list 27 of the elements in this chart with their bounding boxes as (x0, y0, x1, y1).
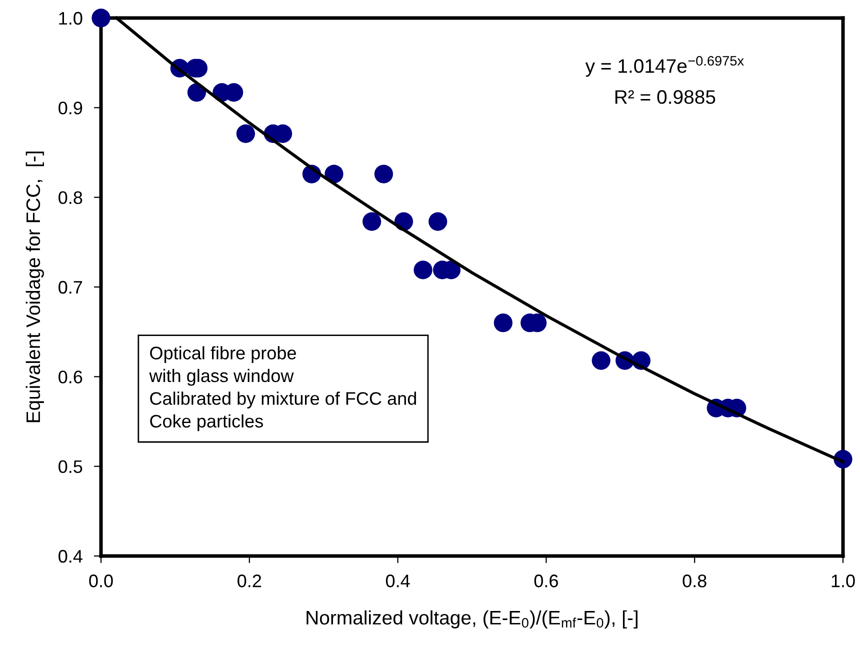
y-tick-label: 1.0 (59, 12, 82, 25)
x-tick-label: 0.4 (386, 574, 410, 588)
annotation: y = 1.0147e$^{−0.6975x}$ (585, 56, 744, 77)
x-tick-label: 0.6 (534, 574, 558, 588)
y-tick-label: 0.5 (58, 460, 82, 474)
point (92, 8, 110, 28)
point (324, 164, 344, 184)
point (414, 260, 432, 280)
x-tick-label: 0.2 (238, 574, 262, 588)
point (494, 314, 512, 332)
point (428, 212, 448, 231)
annotation: R² = 0.9885 (615, 90, 716, 104)
y-tick-label: 0.9 (58, 102, 82, 114)
point (362, 212, 382, 231)
y-tick-label: 0.8 (58, 191, 82, 204)
x-axis-title: Normalized voltage, (E-E$_{0}$)/(E$_{mf}$-E$_{0}$), [-] (306, 610, 638, 628)
y-axis-title: Equivalent Voidage for FCC, [-] (26, 152, 44, 422)
point (374, 164, 394, 184)
x-tick-label: 0.0 (89, 574, 113, 588)
point (592, 351, 610, 370)
x-tick-label: 1.0 (832, 574, 855, 588)
annotation: Optical fibre probe with glass window Calibrated by mixture of FCC and Coke particles (149, 346, 416, 432)
x-tick-label: 0.8 (682, 574, 706, 588)
y-tick-label: 0.6 (58, 370, 82, 384)
y-tick-label: 0.4 (58, 550, 82, 563)
point (236, 124, 256, 143)
y-tick-label: 0.7 (58, 280, 82, 294)
